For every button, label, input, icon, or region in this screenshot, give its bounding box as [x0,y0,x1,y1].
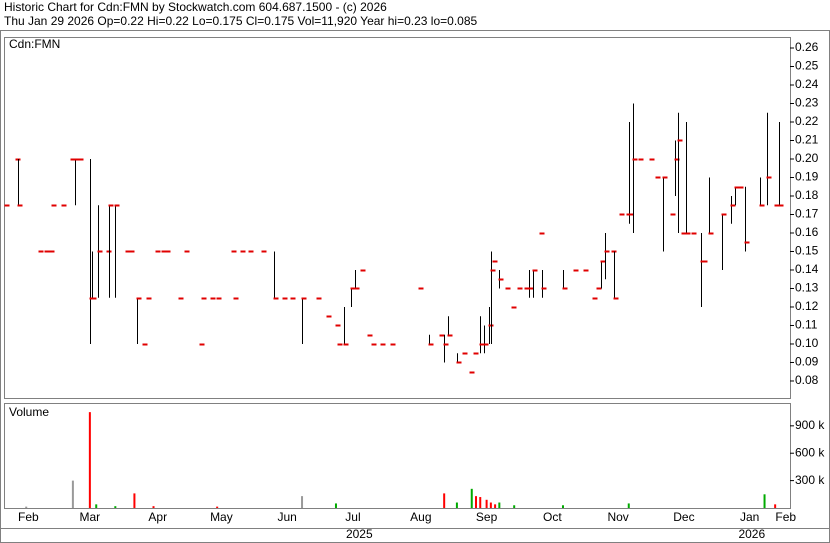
volume-bar [498,502,501,508]
volume-bar [470,488,473,508]
year-label: 2025 [346,527,373,541]
y-tick-label: 0.13 [795,281,819,295]
volume-panel [4,403,791,509]
chart-title: Historic Chart for Cdn:FMN by Stockwatch… [4,0,387,14]
x-tick-label: Jun [277,510,296,524]
x-tick-label: Oct [543,510,562,524]
x-tick-label: Jul [345,510,360,524]
volume-bar [455,502,458,508]
volume-label: Volume [9,405,49,419]
volume-bar [443,493,446,508]
y-tick-label: 0.23 [795,96,819,110]
y-tick-label: 0.10 [795,336,819,350]
y-tick-label: 0.22 [795,114,819,128]
x-tick-label: Feb [775,510,796,524]
volume-bar [561,505,564,508]
volume-bar [114,506,117,508]
chart-subtitle: Thu Jan 29 2026 Op=0.22 Hi=0.22 Lo=0.175… [4,14,478,28]
volume-bar [485,499,488,508]
x-tick-label: Jan [740,510,759,524]
price-panel [4,37,791,399]
year-label: 2026 [738,527,765,541]
x-tick-label: Aug [410,510,431,524]
y-tick-label: 0.12 [795,299,819,313]
volume-bar [627,503,630,508]
volume-bar [216,506,219,508]
volume-bar [494,504,497,508]
volume-bar [152,506,155,508]
x-tick-label: Sep [476,510,498,524]
y-tick-label: 0.11 [795,318,818,332]
x-tick-label: Apr [148,510,167,524]
x-tick-label: Nov [607,510,628,524]
volume-bar [71,480,74,508]
y-tick-label: 0.17 [795,207,819,221]
symbol-label: Cdn:FMN [9,37,60,51]
y-tick-label: 0.08 [795,373,819,387]
volume-bar [763,494,766,508]
y-tick-label: 0.26 [795,40,819,54]
volume-y-tick-label: 600 k [795,445,825,459]
y-tick-label: 0.15 [795,244,819,258]
volume-bar [489,502,492,508]
volume-bar [774,504,777,508]
volume-bar [25,506,28,508]
volume-y-tick-label: 300 k [795,473,825,487]
volume-bar [88,412,91,508]
volume-bar [479,497,482,508]
volume-bar [301,496,304,508]
y-tick-label: 0.09 [795,355,819,369]
y-tick-label: 0.19 [795,170,819,184]
y-tick-label: 0.14 [795,262,819,276]
x-tick-label: May [210,510,233,524]
y-tick-label: 0.21 [795,133,819,147]
volume-bar [475,496,477,508]
y-tick-label: 0.16 [795,225,819,239]
y-tick-label: 0.24 [795,77,819,91]
x-tick-label: Dec [673,510,694,524]
x-tick-label: Feb [18,510,39,524]
volume-bar [513,505,516,508]
volume-bar [95,504,98,508]
volume-bar [334,503,337,508]
volume-bar [133,493,136,508]
y-tick-label: 0.25 [795,59,819,73]
x-tick-label: Mar [80,510,101,524]
y-tick-label: 0.18 [795,188,819,202]
y-tick-label: 0.20 [795,151,819,165]
volume-y-tick-label: 900 k [795,418,825,432]
